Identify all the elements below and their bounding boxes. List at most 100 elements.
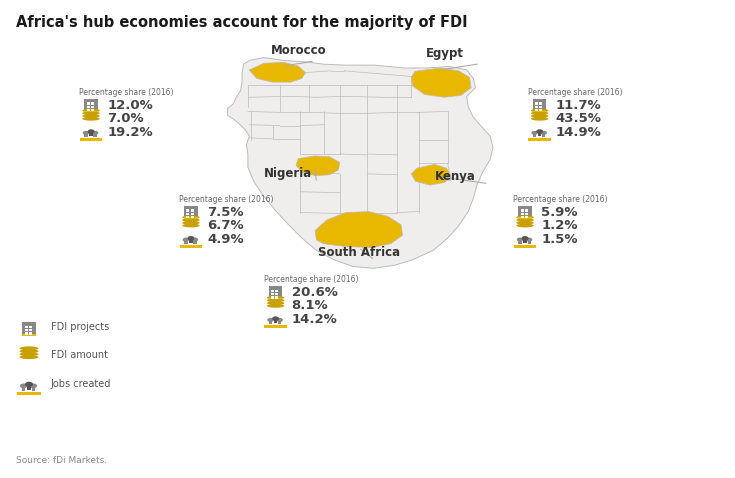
Text: 4.9%: 4.9% [207, 233, 243, 246]
FancyBboxPatch shape [29, 332, 32, 335]
FancyBboxPatch shape [184, 217, 198, 219]
Ellipse shape [182, 216, 200, 219]
FancyBboxPatch shape [190, 209, 193, 212]
Text: 12.0%: 12.0% [107, 99, 153, 112]
FancyBboxPatch shape [85, 99, 98, 112]
FancyBboxPatch shape [89, 132, 93, 136]
FancyBboxPatch shape [533, 99, 546, 112]
Text: Source: fDi Markets.: Source: fDi Markets. [16, 456, 107, 465]
FancyBboxPatch shape [520, 209, 523, 212]
FancyBboxPatch shape [528, 138, 551, 141]
FancyBboxPatch shape [538, 132, 542, 136]
Circle shape [92, 131, 98, 135]
FancyBboxPatch shape [539, 109, 542, 111]
FancyBboxPatch shape [87, 109, 90, 111]
Ellipse shape [267, 298, 284, 302]
FancyBboxPatch shape [265, 325, 287, 328]
Text: 6.7%: 6.7% [207, 219, 243, 232]
Circle shape [25, 382, 33, 387]
FancyBboxPatch shape [535, 102, 538, 105]
FancyBboxPatch shape [90, 109, 93, 111]
FancyBboxPatch shape [24, 329, 27, 331]
FancyBboxPatch shape [184, 240, 187, 244]
FancyBboxPatch shape [184, 206, 198, 219]
Circle shape [537, 129, 543, 134]
Circle shape [517, 238, 523, 242]
Text: Percentage share (2016): Percentage share (2016) [179, 195, 274, 204]
Ellipse shape [82, 111, 100, 115]
Text: 43.5%: 43.5% [556, 112, 601, 125]
Polygon shape [249, 62, 306, 82]
FancyBboxPatch shape [85, 133, 87, 137]
FancyBboxPatch shape [187, 216, 190, 218]
Text: 1.5%: 1.5% [541, 233, 578, 246]
Text: Percentage share (2016): Percentage share (2016) [79, 88, 174, 97]
Text: Nigeria: Nigeria [264, 167, 312, 180]
FancyBboxPatch shape [528, 240, 531, 244]
FancyBboxPatch shape [520, 216, 523, 218]
FancyBboxPatch shape [187, 213, 190, 215]
FancyBboxPatch shape [539, 106, 542, 108]
Circle shape [87, 129, 95, 134]
Ellipse shape [82, 114, 100, 118]
Ellipse shape [531, 109, 548, 112]
FancyBboxPatch shape [87, 106, 90, 108]
Ellipse shape [182, 218, 200, 222]
Ellipse shape [516, 218, 534, 222]
FancyBboxPatch shape [32, 386, 35, 391]
FancyBboxPatch shape [190, 213, 193, 215]
Text: 8.1%: 8.1% [292, 299, 329, 312]
FancyBboxPatch shape [269, 320, 272, 324]
Polygon shape [227, 57, 493, 268]
FancyBboxPatch shape [271, 290, 274, 292]
Circle shape [268, 318, 273, 322]
FancyBboxPatch shape [269, 286, 282, 299]
FancyBboxPatch shape [520, 213, 523, 215]
Circle shape [531, 131, 538, 135]
FancyBboxPatch shape [90, 106, 93, 108]
Text: 5.9%: 5.9% [541, 206, 578, 219]
FancyBboxPatch shape [29, 329, 32, 331]
FancyBboxPatch shape [523, 239, 527, 243]
Text: 7.0%: 7.0% [107, 112, 144, 125]
FancyBboxPatch shape [22, 334, 36, 336]
Text: 1.2%: 1.2% [541, 219, 578, 232]
Text: Africa's hub economies account for the majority of FDI: Africa's hub economies account for the m… [16, 15, 467, 30]
FancyBboxPatch shape [90, 102, 93, 105]
FancyBboxPatch shape [514, 245, 537, 248]
Circle shape [192, 238, 198, 242]
Text: Percentage share (2016): Percentage share (2016) [528, 88, 623, 97]
Ellipse shape [531, 111, 548, 115]
FancyBboxPatch shape [273, 319, 277, 324]
FancyBboxPatch shape [269, 298, 282, 299]
Ellipse shape [516, 221, 534, 225]
Text: 7.5%: 7.5% [207, 206, 243, 219]
FancyBboxPatch shape [539, 102, 542, 105]
Ellipse shape [20, 352, 38, 356]
Polygon shape [315, 212, 403, 248]
Text: 19.2%: 19.2% [107, 126, 153, 139]
Circle shape [183, 238, 189, 242]
Ellipse shape [20, 347, 38, 350]
FancyBboxPatch shape [187, 209, 190, 212]
FancyBboxPatch shape [542, 133, 545, 137]
FancyBboxPatch shape [525, 216, 528, 218]
FancyBboxPatch shape [535, 109, 538, 111]
FancyBboxPatch shape [22, 322, 36, 336]
FancyBboxPatch shape [533, 133, 536, 137]
Polygon shape [412, 68, 471, 97]
Text: FDI projects: FDI projects [51, 322, 110, 332]
FancyBboxPatch shape [271, 296, 274, 299]
FancyBboxPatch shape [535, 106, 538, 108]
Polygon shape [296, 156, 340, 176]
Text: 14.9%: 14.9% [556, 126, 601, 139]
FancyBboxPatch shape [87, 102, 90, 105]
FancyBboxPatch shape [193, 240, 197, 244]
Ellipse shape [20, 349, 38, 353]
FancyBboxPatch shape [29, 326, 32, 328]
Text: 14.2%: 14.2% [292, 313, 337, 326]
Ellipse shape [531, 114, 548, 118]
FancyBboxPatch shape [189, 239, 193, 243]
Circle shape [522, 236, 528, 240]
FancyBboxPatch shape [24, 326, 27, 328]
